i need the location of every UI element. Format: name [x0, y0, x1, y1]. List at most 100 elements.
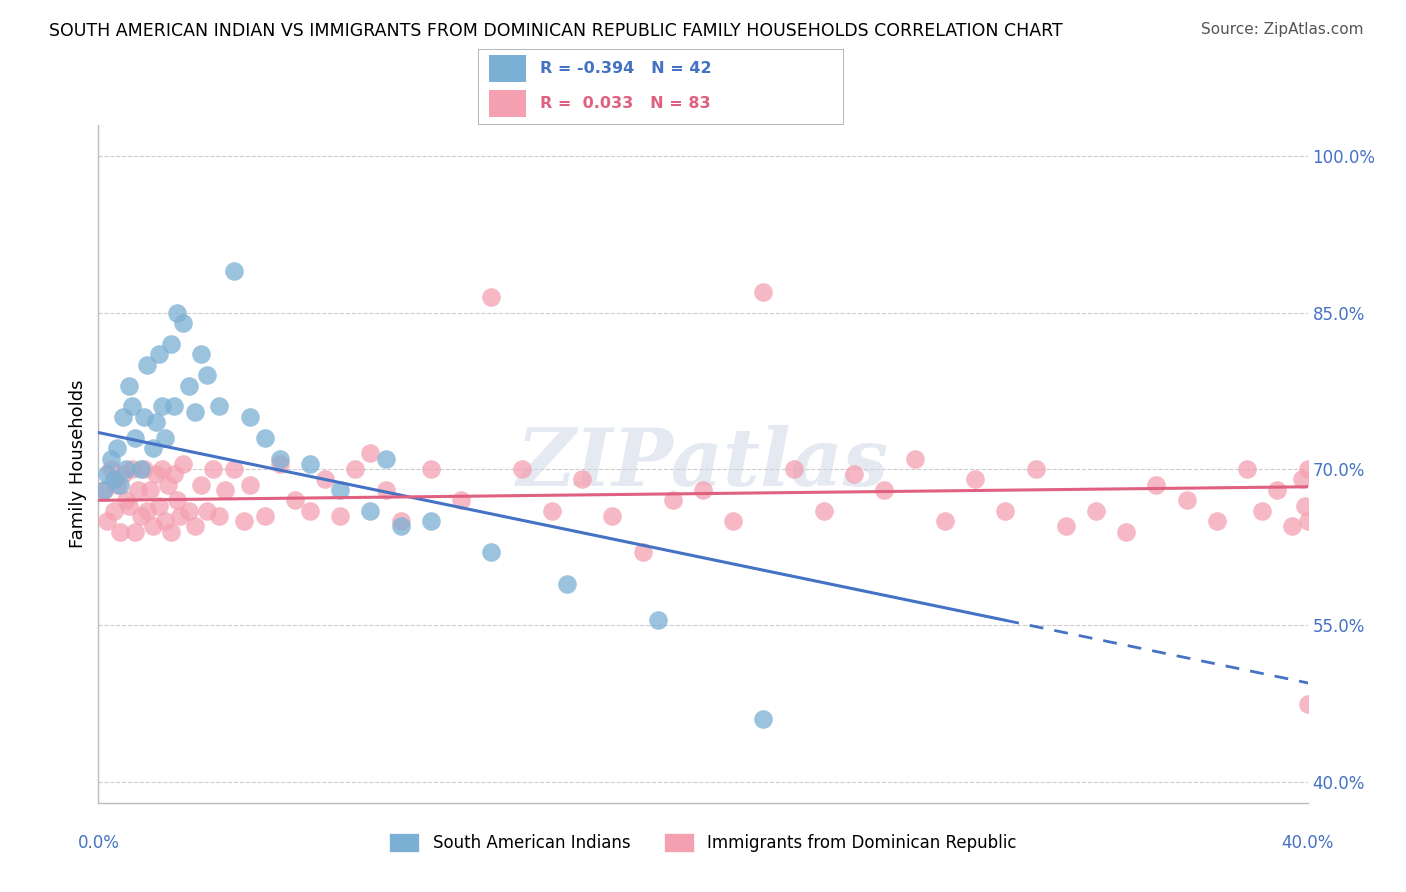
- Point: [360, 446, 382, 460]
- Point: [360, 504, 382, 518]
- Bar: [489, 90, 526, 118]
- Point: [103, 473, 125, 487]
- Point: [190, 347, 212, 361]
- Point: [1085, 504, 1108, 518]
- Point: [132, 462, 155, 476]
- Point: [723, 514, 745, 528]
- Point: [481, 545, 503, 559]
- Point: [166, 493, 188, 508]
- Point: [329, 508, 352, 523]
- Point: [555, 576, 578, 591]
- Point: [661, 493, 683, 508]
- Point: [904, 451, 927, 466]
- Point: [692, 483, 714, 497]
- Point: [96, 467, 118, 482]
- Point: [179, 378, 201, 392]
- Point: [208, 400, 231, 414]
- Point: [329, 483, 352, 497]
- Point: [108, 524, 131, 539]
- Point: [994, 504, 1017, 518]
- Point: [124, 431, 146, 445]
- Point: [202, 462, 225, 476]
- Point: [873, 483, 896, 497]
- Point: [135, 504, 157, 518]
- Point: [93, 483, 115, 497]
- Point: [420, 462, 443, 476]
- Point: [103, 504, 125, 518]
- Point: [813, 504, 835, 518]
- Point: [214, 483, 236, 497]
- Point: [232, 514, 254, 528]
- Point: [571, 473, 593, 487]
- Text: SOUTH AMERICAN INDIAN VS IMMIGRANTS FROM DOMINICAN REPUBLIC FAMILY HOUSEHOLDS CO: SOUTH AMERICAN INDIAN VS IMMIGRANTS FROM…: [49, 22, 1063, 40]
- Point: [1115, 524, 1137, 539]
- Point: [96, 514, 118, 528]
- Text: 0.0%: 0.0%: [77, 834, 120, 852]
- Text: Source: ZipAtlas.com: Source: ZipAtlas.com: [1201, 22, 1364, 37]
- Point: [124, 524, 146, 539]
- Point: [389, 514, 412, 528]
- Point: [934, 514, 956, 528]
- Point: [153, 514, 176, 528]
- Point: [160, 524, 183, 539]
- Point: [1206, 514, 1229, 528]
- Point: [195, 368, 218, 383]
- Point: [163, 400, 186, 414]
- Point: [1054, 519, 1077, 533]
- Point: [172, 316, 194, 330]
- Point: [253, 431, 276, 445]
- Point: [1144, 477, 1167, 491]
- Point: [105, 441, 128, 455]
- Point: [148, 347, 170, 361]
- Text: R =  0.033   N = 83: R = 0.033 N = 83: [540, 96, 711, 112]
- Point: [135, 358, 157, 372]
- Point: [108, 477, 131, 491]
- Point: [269, 451, 291, 466]
- Point: [111, 409, 134, 424]
- Point: [1251, 504, 1274, 518]
- Point: [163, 467, 186, 482]
- Point: [150, 462, 173, 476]
- Point: [602, 508, 624, 523]
- Point: [344, 462, 367, 476]
- Point: [208, 508, 231, 523]
- Point: [1294, 499, 1316, 513]
- Point: [752, 712, 775, 726]
- Point: [647, 613, 669, 627]
- Y-axis label: Family Households: Family Households: [69, 380, 87, 548]
- Point: [184, 405, 207, 419]
- Legend: South American Indians, Immigrants from Dominican Republic: South American Indians, Immigrants from …: [382, 826, 1024, 859]
- Point: [1281, 519, 1303, 533]
- Point: [111, 467, 134, 482]
- Point: [1296, 514, 1319, 528]
- Point: [1296, 462, 1319, 476]
- Point: [253, 508, 276, 523]
- Point: [121, 462, 143, 476]
- Point: [752, 285, 775, 299]
- Point: [148, 499, 170, 513]
- Point: [129, 508, 152, 523]
- Text: 40.0%: 40.0%: [1281, 834, 1334, 852]
- Point: [145, 467, 167, 482]
- Point: [314, 473, 336, 487]
- Point: [121, 400, 143, 414]
- Point: [389, 519, 412, 533]
- Point: [299, 457, 322, 471]
- Point: [269, 457, 291, 471]
- Point: [132, 409, 155, 424]
- Point: [450, 493, 472, 508]
- Point: [190, 477, 212, 491]
- Point: [127, 483, 149, 497]
- Point: [114, 493, 136, 508]
- Point: [783, 462, 806, 476]
- Point: [1291, 473, 1313, 487]
- Text: R = -0.394   N = 42: R = -0.394 N = 42: [540, 62, 711, 77]
- Point: [1267, 483, 1289, 497]
- Point: [139, 483, 162, 497]
- Point: [166, 305, 188, 319]
- Point: [100, 451, 122, 466]
- Point: [239, 409, 262, 424]
- Point: [1024, 462, 1046, 476]
- Point: [224, 264, 246, 278]
- Point: [184, 519, 207, 533]
